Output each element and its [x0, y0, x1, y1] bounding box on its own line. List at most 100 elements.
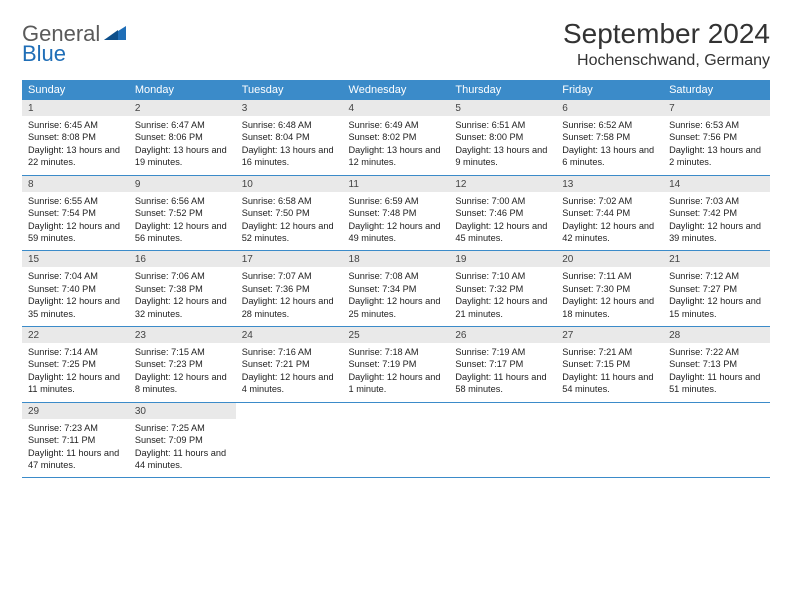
day-content-cell: Sunrise: 7:04 AMSunset: 7:40 PMDaylight:… [22, 267, 129, 326]
sunset-line: Sunset: 7:50 PM [242, 207, 337, 219]
sunset-line: Sunset: 7:48 PM [349, 207, 444, 219]
sunrise-line: Sunrise: 6:58 AM [242, 195, 337, 207]
day-content-cell: Sunrise: 7:07 AMSunset: 7:36 PMDaylight:… [236, 267, 343, 326]
day-number-cell: 14 [663, 175, 770, 192]
day-number-cell: 10 [236, 175, 343, 192]
logo: General Blue [22, 18, 126, 64]
day-content-row: Sunrise: 7:14 AMSunset: 7:25 PM Daylight:… [22, 343, 770, 402]
sunset-line: Sunset: 8:00 PM [455, 131, 550, 143]
sunset-line: Sunset: 7:17 PM [455, 358, 550, 370]
day-content-cell: Sunrise: 7:00 AMSunset: 7:46 PMDaylight:… [449, 192, 556, 251]
calendar-table: SundayMondayTuesdayWednesdayThursdayFrid… [22, 80, 770, 478]
day-number-row: 891011121314 [22, 175, 770, 192]
sunrise-line: Sunrise: 7:16 AM [242, 346, 337, 358]
day-number-cell: 28 [663, 327, 770, 344]
daylight-line: Daylight: 12 hours and 21 minutes. [455, 295, 550, 320]
sunset-line: Sunset: 8:04 PM [242, 131, 337, 143]
day-number-cell: 24 [236, 327, 343, 344]
sunrise-line: Sunrise: 7:00 AM [455, 195, 550, 207]
day-content-cell: Sunrise: 6:59 AMSunset: 7:48 PMDaylight:… [343, 192, 450, 251]
day-number-cell [236, 402, 343, 419]
day-content-row: Sunrise: 6:55 AMSunset: 7:54 PMDaylight:… [22, 192, 770, 251]
day-number-cell: 25 [343, 327, 450, 344]
day-content-cell: Sunrise: 7:10 AMSunset: 7:32 PMDaylight:… [449, 267, 556, 326]
sunset-line: Sunset: 7:38 PM [135, 283, 230, 295]
day-number-cell [556, 402, 663, 419]
day-content-cell: Sunrise: 7:18 AMSunset: 7:19 PMDaylight:… [343, 343, 450, 402]
day-number-row: 22232425262728 [22, 327, 770, 344]
daylight-line: Daylight: 12 hours and 18 minutes. [562, 295, 657, 320]
day-content-cell: Sunrise: 6:47 AMSunset: 8:06 PMDaylight:… [129, 116, 236, 175]
day-content-cell: Sunrise: 6:49 AMSunset: 8:02 PMDaylight:… [343, 116, 450, 175]
day-number-cell: 5 [449, 100, 556, 116]
weekday-header-row: SundayMondayTuesdayWednesdayThursdayFrid… [22, 80, 770, 100]
day-content-cell: Sunrise: 7:11 AMSunset: 7:30 PMDaylight:… [556, 267, 663, 326]
day-number-cell: 27 [556, 327, 663, 344]
day-content-cell: Sunrise: 6:52 AMSunset: 7:58 PMDaylight:… [556, 116, 663, 175]
day-content-cell: Sunrise: 7:14 AMSunset: 7:25 PMDaylight:… [22, 343, 129, 402]
sunrise-line: Sunrise: 7:11 AM [562, 270, 657, 282]
sunrise-line: Sunrise: 7:06 AM [135, 270, 230, 282]
day-number-cell: 18 [343, 251, 450, 268]
sunrise-line: Sunrise: 6:52 AM [562, 119, 657, 131]
weekday-header: Tuesday [236, 80, 343, 100]
day-content-cell: Sunrise: 7:21 AMSunset: 7:15 PMDaylight:… [556, 343, 663, 402]
title-block: September 2024 Hochenschwand, Germany [563, 18, 770, 70]
sunset-line: Sunset: 7:21 PM [242, 358, 337, 370]
day-number-cell: 13 [556, 175, 663, 192]
sunset-line: Sunset: 7:32 PM [455, 283, 550, 295]
day-number-cell: 29 [22, 402, 129, 419]
daylight-line: Daylight: 12 hours and 28 minutes. [242, 295, 337, 320]
sunset-line: Sunset: 7:13 PM [669, 358, 764, 370]
daylight-line: Daylight: 12 hours and 25 minutes. [349, 295, 444, 320]
daylight-line: Daylight: 12 hours and 49 minutes. [349, 220, 444, 245]
sunrise-line: Sunrise: 7:23 AM [28, 422, 123, 434]
daylight-line: Daylight: 12 hours and 35 minutes. [28, 295, 123, 320]
day-number-row: 15161718192021 [22, 251, 770, 268]
sunrise-line: Sunrise: 6:53 AM [669, 119, 764, 131]
day-number-cell [663, 402, 770, 419]
day-content-cell: Sunrise: 6:58 AMSunset: 7:50 PMDaylight:… [236, 192, 343, 251]
day-number-cell: 1 [22, 100, 129, 116]
daylight-line: Daylight: 12 hours and 8 minutes. [135, 371, 230, 396]
day-number-cell: 6 [556, 100, 663, 116]
day-content-cell: Sunrise: 7:06 AMSunset: 7:38 PMDaylight:… [129, 267, 236, 326]
day-content-cell [343, 419, 450, 478]
day-number-cell: 17 [236, 251, 343, 268]
day-content-cell: Sunrise: 6:56 AMSunset: 7:52 PMDaylight:… [129, 192, 236, 251]
sunset-line: Sunset: 7:56 PM [669, 131, 764, 143]
day-content-cell: Sunrise: 7:22 AMSunset: 7:13 PMDaylight:… [663, 343, 770, 402]
weekday-header: Saturday [663, 80, 770, 100]
sunrise-line: Sunrise: 6:55 AM [28, 195, 123, 207]
sunrise-line: Sunrise: 6:51 AM [455, 119, 550, 131]
sunset-line: Sunset: 7:25 PM [28, 358, 123, 370]
sunrise-line: Sunrise: 7:12 AM [669, 270, 764, 282]
daylight-line: Daylight: 13 hours and 2 minutes. [669, 144, 764, 169]
day-number-cell: 16 [129, 251, 236, 268]
sunrise-line: Sunrise: 7:25 AM [135, 422, 230, 434]
header: General Blue September 2024 Hochenschwan… [22, 18, 770, 70]
day-number-cell: 20 [556, 251, 663, 268]
day-content-cell: Sunrise: 7:16 AMSunset: 7:21 PMDaylight:… [236, 343, 343, 402]
sunrise-line: Sunrise: 6:45 AM [28, 119, 123, 131]
weekday-header: Sunday [22, 80, 129, 100]
sunrise-line: Sunrise: 6:59 AM [349, 195, 444, 207]
sunrise-line: Sunrise: 6:48 AM [242, 119, 337, 131]
sunrise-line: Sunrise: 7:03 AM [669, 195, 764, 207]
day-content-cell: Sunrise: 6:51 AMSunset: 8:00 PMDaylight:… [449, 116, 556, 175]
day-number-cell: 2 [129, 100, 236, 116]
sunrise-line: Sunrise: 6:49 AM [349, 119, 444, 131]
sunrise-line: Sunrise: 6:47 AM [135, 119, 230, 131]
sunrise-line: Sunrise: 7:08 AM [349, 270, 444, 282]
day-content-row: Sunrise: 7:23 AMSunset: 7:11 PMDaylight:… [22, 419, 770, 478]
daylight-line: Daylight: 13 hours and 16 minutes. [242, 144, 337, 169]
sunrise-line: Sunrise: 7:14 AM [28, 346, 123, 358]
day-content-cell: Sunrise: 7:19 AMSunset: 7:17 PMDaylight:… [449, 343, 556, 402]
sunset-line: Sunset: 7:15 PM [562, 358, 657, 370]
logo-triangle-icon [104, 26, 126, 40]
daylight-line: Daylight: 11 hours and 47 minutes. [28, 447, 123, 472]
day-content-cell: Sunrise: 7:03 AMSunset: 7:42 PMDaylight:… [663, 192, 770, 251]
day-content-cell [449, 419, 556, 478]
sunset-line: Sunset: 7:11 PM [28, 434, 123, 446]
day-content-cell: Sunrise: 6:48 AMSunset: 8:04 PMDaylight:… [236, 116, 343, 175]
